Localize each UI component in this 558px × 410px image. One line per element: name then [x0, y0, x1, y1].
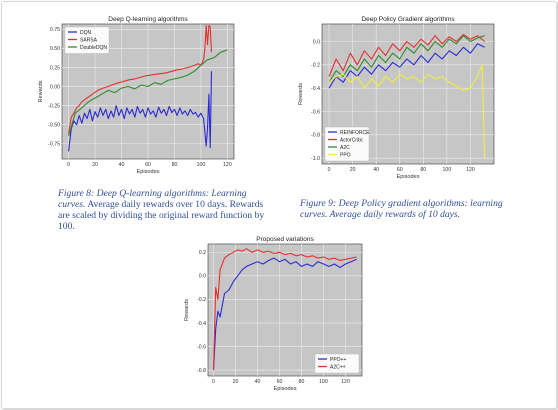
- y-tick-label: 0.0: [313, 39, 320, 45]
- chart-title: Proposed variations: [256, 236, 314, 243]
- x-tick-label: 0: [212, 379, 215, 385]
- y-tick-label: -0.6: [197, 344, 206, 350]
- x-tick-label: 0: [328, 167, 331, 173]
- y-tick-label: 0.0: [199, 274, 206, 280]
- x-tick-label: 100: [443, 167, 452, 173]
- x-tick-label: 100: [319, 379, 328, 385]
- y-tick-label: 0.75: [50, 27, 60, 33]
- series-line-reinforce: [328, 43, 485, 89]
- y-tick-label: -1.0: [311, 156, 320, 162]
- y-axis-label: Rewards: [184, 299, 190, 321]
- legend-label: A2C: [340, 145, 350, 151]
- legend-label: A2C++: [330, 364, 346, 370]
- x-tick-label: 20: [350, 167, 356, 173]
- legend-label: DoubleDQN: [80, 45, 107, 51]
- series-line-ppo: [328, 64, 486, 159]
- x-tick-label: 80: [420, 167, 426, 173]
- figure-9-italic: Deep Policy gradient algorithms: learnin…: [300, 198, 503, 220]
- chart-proposed-variations: 0 20 40 60 80 100 120 -0.8 -0.6 -0.4 -0.2 0.0 0.2 Pro…: [184, 236, 363, 392]
- y-tick-label: -0.6: [311, 109, 320, 115]
- x-tick-label: 20: [92, 162, 98, 168]
- x-tick-label: 60: [277, 379, 283, 385]
- x-tick-label: 120: [466, 167, 475, 173]
- x-tick-label: 40: [373, 167, 379, 173]
- x-tick-label: 120: [341, 379, 350, 385]
- x-axis-label: Episodes: [396, 174, 419, 180]
- y-tick-label: -0.75: [48, 142, 60, 148]
- series-line-a2c-: [212, 248, 357, 371]
- x-tick-label: 60: [397, 167, 403, 173]
- figure-proposed: 0 20 40 60 80 100 120 -0.8 -0.6 -0.4 -0.2 0.0 0.2 Pro…: [180, 232, 370, 402]
- figure-dql: 0 20 40 60 80 100 120 -0.75 -0.50 -0.25 0.00 0.25 0.…: [32, 12, 242, 184]
- y-axis-label: Rewards: [38, 80, 44, 102]
- y-axis-label: Rewards: [298, 83, 304, 105]
- series-line-ppo-: [212, 257, 357, 371]
- x-axis-label: Episodes: [136, 169, 159, 175]
- y-tick-label: -0.4: [197, 321, 206, 327]
- legend-label: ActorCritic: [340, 137, 364, 143]
- y-tick-label: -0.8: [197, 368, 206, 374]
- series-line-sarsa: [68, 24, 213, 134]
- figure-8-text: Average daily rewards over 10 days. Rewa…: [58, 199, 265, 232]
- legend-label: DQN: [80, 30, 92, 36]
- legend-label: REINFORCE: [340, 130, 370, 136]
- figure-8-italic: Deep Q-learning algorithms: Learning cur…: [58, 188, 247, 210]
- y-tick-label: -0.2: [311, 63, 320, 69]
- legend-label: PPO++: [330, 357, 346, 363]
- chart-deep-policy-gradient: 0 20 40 60 80 100 120 -1.0 -0.8 -0.6 -0.4 -0.2 0.0 De…: [298, 16, 495, 180]
- x-tick-label: 40: [119, 162, 125, 168]
- x-axis-label: Episodes: [273, 386, 296, 392]
- y-tick-label: -0.4: [311, 86, 320, 92]
- figure-8-label: Figure 8:: [58, 188, 95, 199]
- x-tick-label: 120: [223, 162, 232, 168]
- y-tick-label: 0.50: [50, 46, 60, 52]
- figure-8-caption: Figure 8: Deep Q-learning algorithms: Le…: [58, 188, 276, 232]
- x-tick-label: 20: [233, 379, 239, 385]
- figure-dpg: 0 20 40 60 80 100 120 -1.0 -0.8 -0.6 -0.4 -0.2 0.0 De…: [292, 12, 502, 190]
- y-tick-label: 0.00: [50, 84, 60, 90]
- y-tick-label: -0.25: [48, 103, 60, 109]
- x-tick-label: 60: [145, 162, 151, 168]
- y-tick-label: 0.25: [50, 65, 60, 71]
- chart-deep-q-learning: 0 20 40 60 80 100 120 -0.75 -0.50 -0.25 0.00 0.25 0.…: [38, 16, 235, 175]
- chart-title: Deep Q-learning algorithms: [108, 16, 188, 23]
- y-tick-label: -0.8: [311, 133, 320, 139]
- y-tick-label: -0.50: [48, 122, 60, 128]
- figure-9-label: Figure 9:: [300, 198, 337, 209]
- x-tick-label: 80: [172, 162, 178, 168]
- y-tick-label: 0.2: [199, 250, 206, 256]
- y-tick-label: -0.2: [197, 297, 206, 303]
- legend-box: [324, 126, 370, 162]
- x-tick-label: 40: [255, 379, 261, 385]
- x-tick-label: 100: [197, 162, 206, 168]
- x-tick-label: 80: [299, 379, 305, 385]
- series-line-doubledqn: [68, 49, 228, 137]
- legend-label: SARSA: [80, 37, 98, 43]
- figure-9-caption: Figure 9: Deep Policy gradient algorithm…: [300, 198, 510, 220]
- x-tick-label: 0: [67, 162, 70, 168]
- series-line-a2c: [328, 35, 485, 83]
- legend-label: PPO: [340, 152, 351, 158]
- chart-title: Deep Policy Gradient algorithms: [361, 16, 455, 23]
- series-line-actorcritic: [328, 33, 485, 77]
- series-line-dqn: [68, 71, 213, 152]
